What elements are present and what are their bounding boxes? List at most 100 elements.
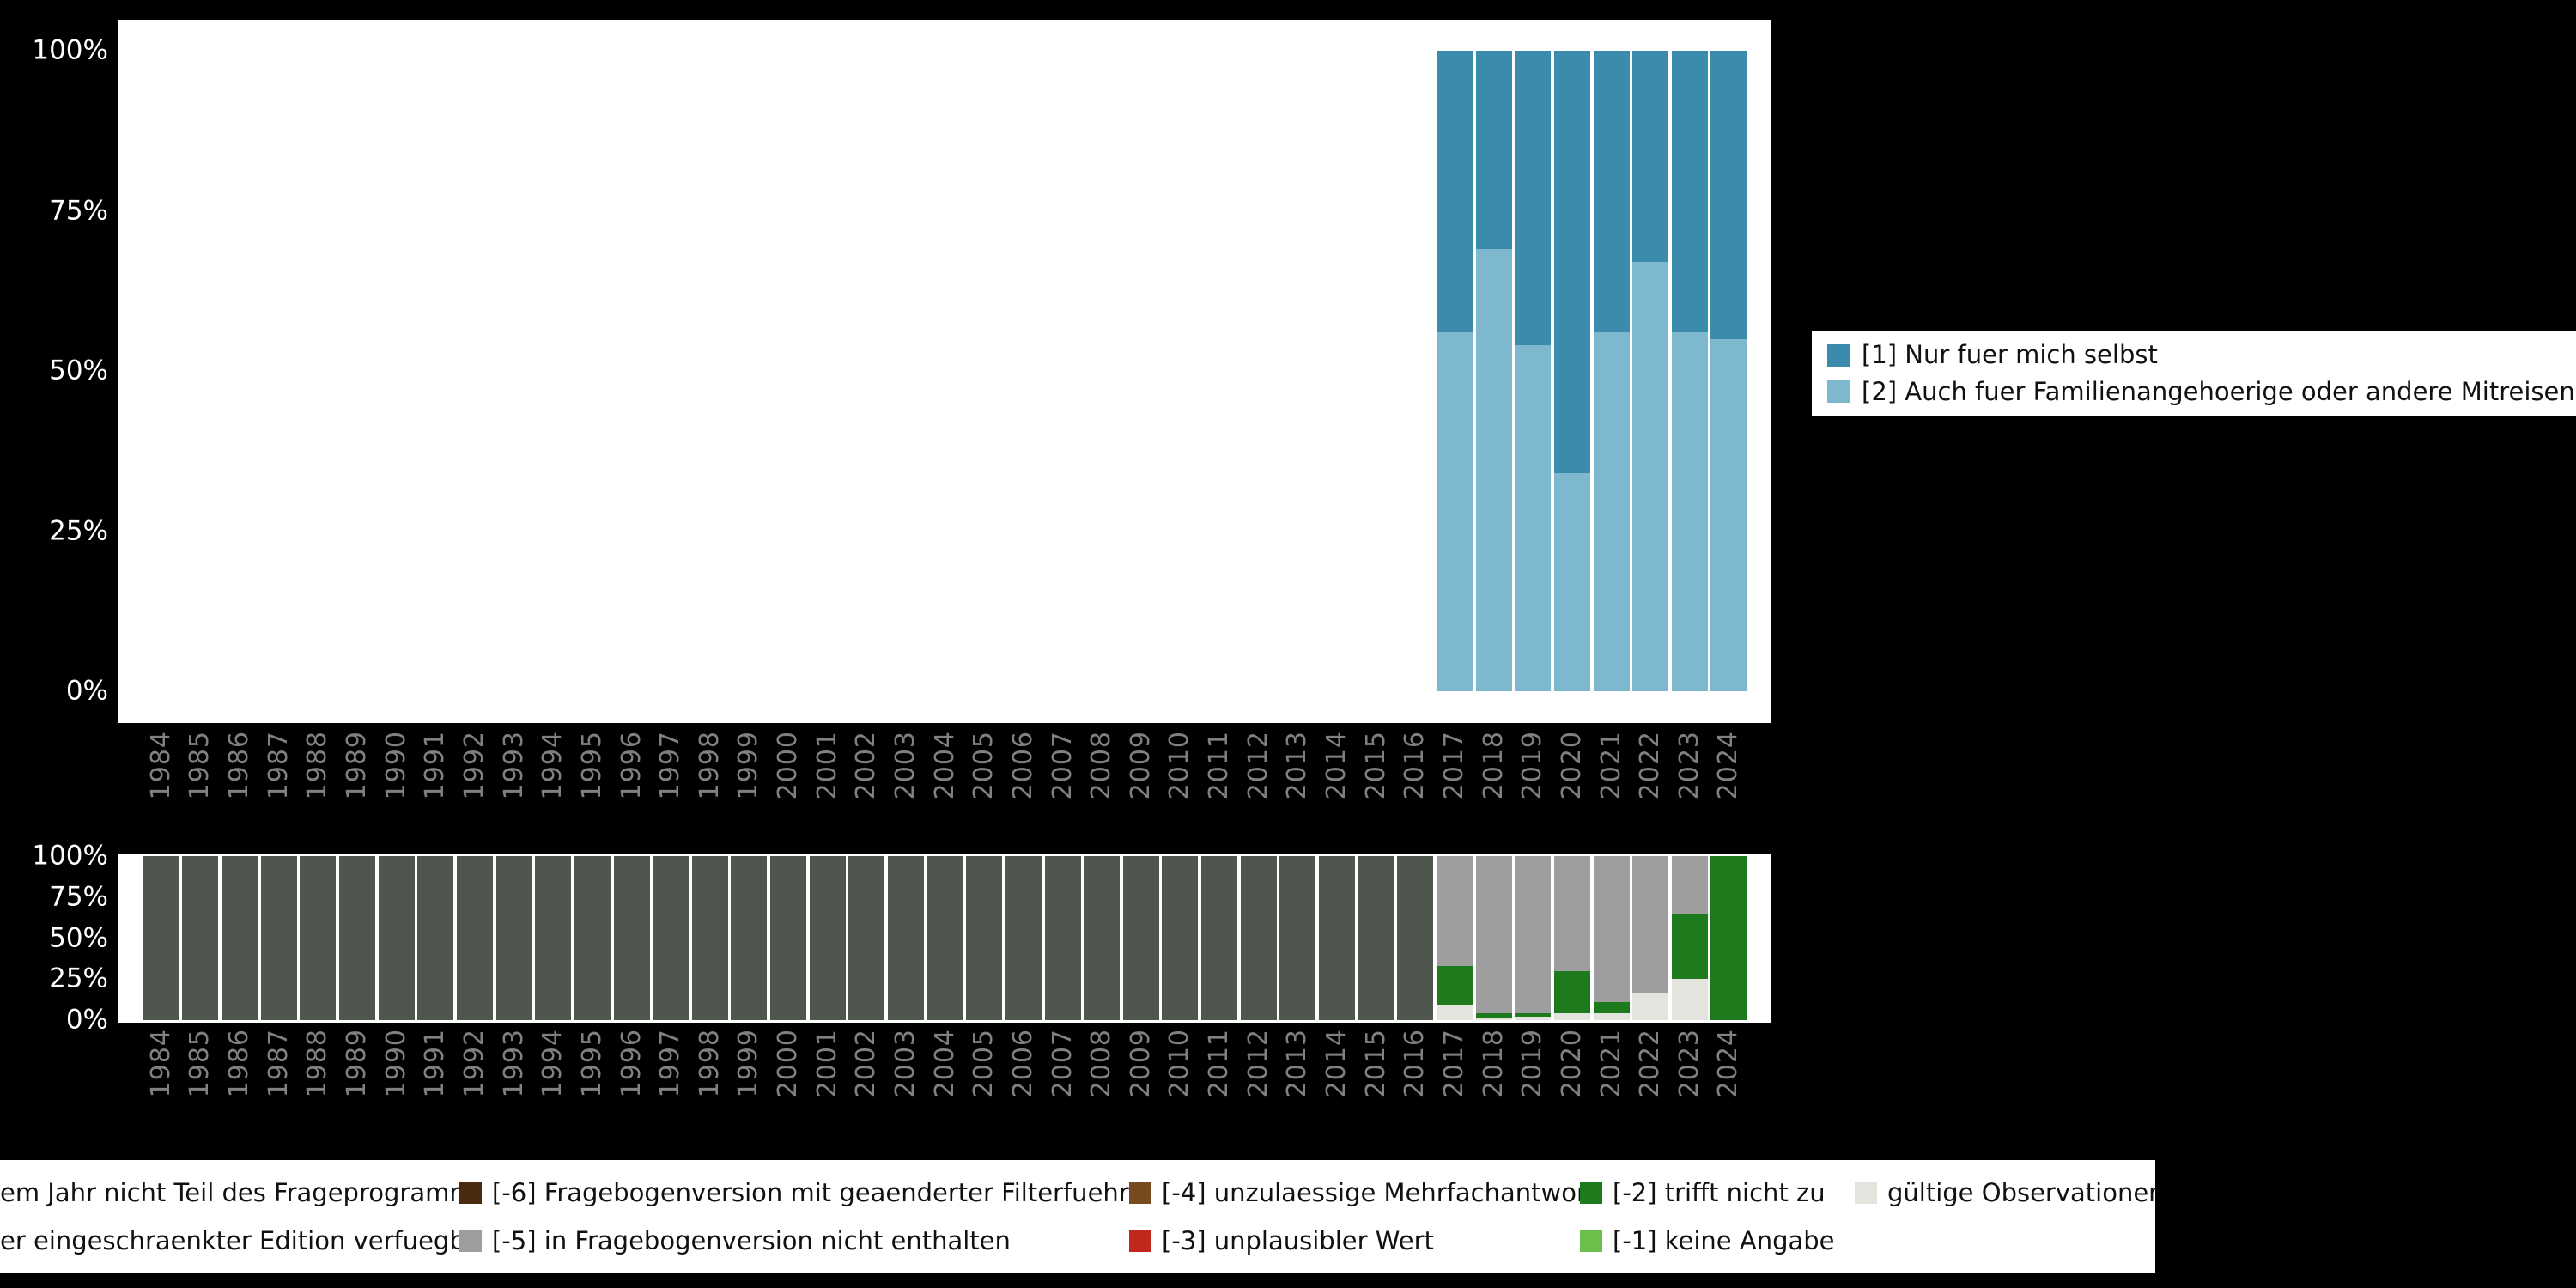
x-tick-label: 2019 <box>1517 731 1548 800</box>
x-tick: 2003 <box>886 1029 926 1123</box>
legend-label: er eingeschraenkter Edition verfuegbar <box>0 1225 459 1255</box>
bar-2006 <box>1005 856 1042 1020</box>
bar-2007 <box>1045 51 1081 691</box>
x-tick: 1985 <box>181 1029 221 1123</box>
bar-2019 <box>1515 856 1552 1020</box>
bar-2001 <box>809 856 846 1020</box>
bar-slot <box>1043 856 1083 1020</box>
bar-1994 <box>535 856 572 1020</box>
legend-item: er eingeschraenkter Edition verfuegbar <box>0 1226 459 1256</box>
bar-1998 <box>692 51 728 691</box>
x-tick: 2017 <box>1435 731 1474 825</box>
x-tick: 2010 <box>1161 1029 1200 1123</box>
x-tick-label: 2013 <box>1282 731 1313 800</box>
x-tick: 1988 <box>299 731 338 825</box>
x-tick-label: 2012 <box>1242 731 1273 800</box>
bar-slot <box>377 856 416 1020</box>
x-tick: 2014 <box>1317 731 1357 825</box>
legend-label: [2] Auch fuer Familienangehoerige oder a… <box>1862 377 2576 406</box>
x-tick: 1996 <box>612 1029 652 1123</box>
y-tick-label: 100% <box>32 34 108 66</box>
bar-segment <box>1475 51 1512 250</box>
bar-slot <box>690 856 730 1020</box>
bar-slot <box>181 856 221 1020</box>
bar-2019 <box>1515 51 1552 691</box>
bar-slot <box>1396 856 1436 1020</box>
x-tick-label: 2015 <box>1360 1029 1391 1098</box>
x-tick: 2009 <box>1121 1029 1161 1123</box>
x-tick: 2016 <box>1396 731 1436 825</box>
bar-2003 <box>888 856 924 1020</box>
x-tick-label: 2009 <box>1125 1029 1156 1098</box>
x-tick: 2004 <box>926 731 965 825</box>
bar-slot <box>651 856 690 1020</box>
x-tick: 2000 <box>769 731 808 825</box>
bar-2018 <box>1475 856 1512 1020</box>
top-chart-legend: [1] Nur fuer mich selbst [2] Auch fuer F… <box>1812 331 2576 416</box>
bar-2022 <box>1632 51 1669 691</box>
legend-swatch <box>1580 1181 1602 1204</box>
bar-segment <box>927 856 963 1020</box>
x-tick-label: 2016 <box>1400 1029 1431 1098</box>
bar-2014 <box>1319 51 1355 691</box>
bar-2020 <box>1553 51 1590 691</box>
bar-slot <box>1474 51 1514 691</box>
bar-segment <box>1475 249 1512 691</box>
x-tick: 2007 <box>1043 1029 1083 1123</box>
bar-2012 <box>1240 856 1277 1020</box>
bar-segment <box>731 856 768 1020</box>
x-tick: 2016 <box>1396 1029 1436 1123</box>
bar-slot <box>416 51 455 691</box>
bar-2000 <box>770 856 807 1020</box>
legend-label: [-6] Fragebogenversion mit geaenderter F… <box>492 1177 1129 1207</box>
bar-1992 <box>456 856 493 1020</box>
x-tick-label: 2017 <box>1438 731 1469 800</box>
x-tick: 1999 <box>730 731 769 825</box>
x-tick: 1995 <box>573 731 612 825</box>
x-tick: 2013 <box>1279 1029 1318 1123</box>
bar-segment <box>222 856 258 1020</box>
y-tick-label: 25% <box>49 963 108 994</box>
x-tick-label: 2007 <box>1047 1029 1078 1098</box>
x-tick-label: 1992 <box>459 731 489 800</box>
x-tick-label: 2020 <box>1556 731 1587 800</box>
bar-slot <box>926 51 965 691</box>
x-tick-label: 1996 <box>616 731 647 800</box>
bar-segment <box>1397 856 1434 1020</box>
bar-slot <box>730 51 769 691</box>
bar-segment <box>1632 51 1669 263</box>
x-tick: 2005 <box>964 1029 1004 1123</box>
bar-1991 <box>417 856 454 1020</box>
bar-slot <box>1239 856 1279 1020</box>
legend-item: gültige Observationen <box>1855 1178 2155 1208</box>
x-tick-label: 1985 <box>185 731 216 800</box>
legend-swatch <box>1855 1181 1877 1204</box>
x-tick-label: 1985 <box>185 1029 216 1098</box>
x-tick-label: 2004 <box>929 731 960 800</box>
bar-slot <box>142 856 181 1020</box>
bar-segment <box>456 856 493 1020</box>
bar-1989 <box>339 51 375 691</box>
x-tick: 2002 <box>848 1029 887 1123</box>
bar-segment <box>1515 345 1552 691</box>
bar-segment <box>1632 262 1669 691</box>
bar-segment <box>1593 856 1630 1003</box>
bar-segment <box>691 856 728 1020</box>
bar-slot <box>1043 51 1083 691</box>
x-tick-label: 2000 <box>773 731 804 800</box>
bar-2011 <box>1201 856 1238 1020</box>
x-tick: 1997 <box>651 731 690 825</box>
bar-2005 <box>966 51 1002 691</box>
x-tick: 1991 <box>416 1029 455 1123</box>
x-tick-label: 1984 <box>145 731 176 800</box>
bar-1988 <box>300 856 337 1020</box>
bar-1987 <box>260 856 297 1020</box>
x-tick-label: 2013 <box>1282 1029 1313 1098</box>
bar-2017 <box>1436 51 1473 691</box>
x-tick: 2011 <box>1200 731 1239 825</box>
bar-segment <box>1084 856 1121 1020</box>
bar-slot <box>1279 856 1318 1020</box>
bar-segment <box>1710 856 1747 1020</box>
x-tick-label: 2022 <box>1635 731 1666 800</box>
x-tick: 1992 <box>455 731 495 825</box>
